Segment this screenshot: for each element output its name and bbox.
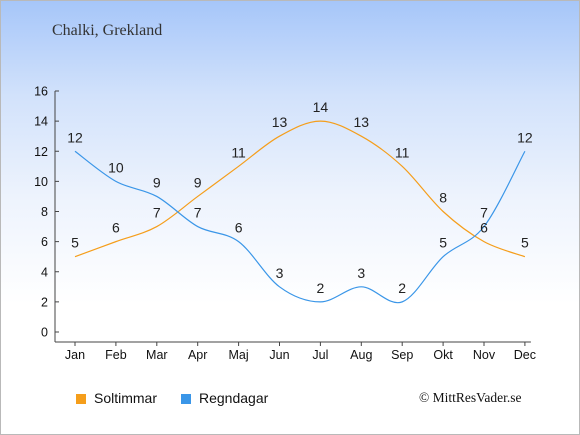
x-tick-label: Mar [146,348,168,362]
data-label-regndagar: 9 [153,174,161,190]
y-tick-label: 10 [34,175,48,189]
x-tick-label: Dec [514,348,536,362]
data-label-soltimmar: 14 [313,99,329,115]
x-tick-label: Aug [350,348,372,362]
data-label-soltimmar: 9 [194,174,202,190]
y-tick-label: 14 [34,115,48,129]
data-label-regndagar: 5 [439,235,447,251]
data-label-regndagar: 10 [108,159,124,175]
data-label-regndagar: 12 [67,129,83,145]
legend-swatch-soltimmar [76,394,86,404]
data-label-soltimmar: 7 [153,205,161,221]
data-label-regndagar: 7 [480,205,488,221]
y-tick-label: 6 [41,235,48,249]
y-tick-label: 12 [34,145,48,159]
x-tick-label: Jan [65,348,85,362]
data-label-soltimmar: 13 [354,114,370,130]
x-tick-label: Apr [188,348,207,362]
data-label-soltimmar: 13 [272,114,288,130]
y-tick-label: 2 [41,295,48,309]
data-label-soltimmar: 6 [480,220,488,236]
data-label-soltimmar: 8 [439,190,447,206]
x-tick-label: Jun [269,348,289,362]
x-tick-label: Sep [391,348,413,362]
data-label-soltimmar: 11 [395,144,410,160]
data-label-regndagar: 12 [517,129,533,145]
legend-label-soltimmar: Soltimmar [94,390,158,406]
x-tick-label: Okt [433,348,453,362]
data-label-regndagar: 7 [194,205,202,221]
data-label-soltimmar: 11 [231,144,246,160]
y-tick-label: 8 [41,205,48,219]
series-line-soltimmar [74,120,526,258]
data-label-regndagar: 3 [357,265,365,281]
axes: 0 2 4 6 8 10 12 14 16 Jan Feb Mar Apr Maj Jun Jul Aug Sep… [34,85,536,363]
x-tick-label: Feb [105,348,127,362]
series-line-regndagar [74,150,526,304]
legend-swatch-regndagar [181,394,191,404]
x-tick-label: Maj [229,348,249,362]
data-label-soltimmar: 5 [521,235,529,251]
data-label-regndagar: 3 [276,265,284,281]
copyright-text: © MittResVader.se [419,390,522,405]
data-label-regndagar: 2 [398,280,406,296]
y-tick-label: 4 [41,265,48,279]
data-label-regndagar: 6 [235,220,243,236]
x-tick-label: Nov [473,348,496,362]
data-label-regndagar: 2 [317,280,325,296]
data-label-soltimmar: 6 [112,220,120,236]
data-label-soltimmar: 5 [71,235,79,251]
series-lines [74,120,526,304]
y-tick-label: 0 [41,326,48,340]
x-tick-label: Jul [312,348,328,362]
y-tick-label: 16 [34,85,48,99]
chart-title: Chalki, Grekland [52,22,163,39]
legend-label-regndagar: Regndagar [199,390,269,406]
